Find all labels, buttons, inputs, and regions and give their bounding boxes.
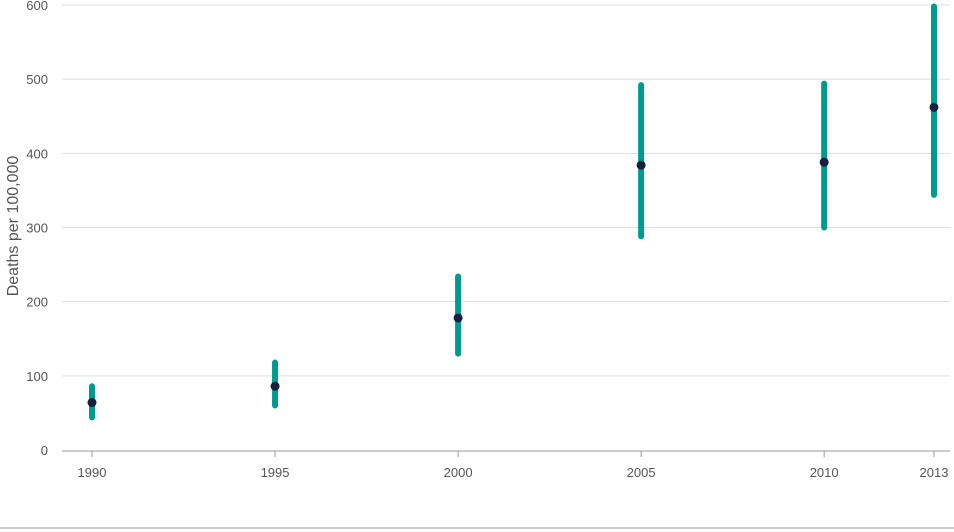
interval-bars: [89, 3, 937, 421]
estimate-point: [87, 398, 97, 408]
y-tick-label: 300: [26, 221, 48, 236]
y-tick-label: 0: [41, 443, 48, 458]
estimate-point: [270, 381, 280, 391]
y-tick-label: 200: [26, 295, 48, 310]
y-axis-label: Deaths per 100,000: [5, 156, 22, 297]
y-tick-label: 100: [26, 369, 48, 384]
x-tick-label: 2010: [810, 465, 839, 480]
x-tick-labels: 1990 1995 2000 2005 2010 2013: [78, 451, 949, 480]
estimate-points: [87, 102, 939, 408]
y-tick-label: 600: [26, 0, 48, 13]
estimate-point: [819, 157, 829, 167]
y-tick-label: 500: [26, 72, 48, 87]
x-tick-label: 1995: [261, 465, 290, 480]
grid-lines: [62, 4, 950, 377]
y-tick-labels: 0 100 200 300 400 500 600: [26, 0, 48, 458]
estimate-point: [453, 313, 463, 323]
x-tick-label: 2000: [444, 465, 473, 480]
estimate-point: [636, 160, 646, 170]
x-tick-label: 2013: [920, 465, 949, 480]
x-tick-label: 1990: [78, 465, 107, 480]
x-tick-label: 2005: [627, 465, 656, 480]
estimate-point: [929, 102, 939, 112]
y-tick-label: 400: [26, 146, 48, 161]
